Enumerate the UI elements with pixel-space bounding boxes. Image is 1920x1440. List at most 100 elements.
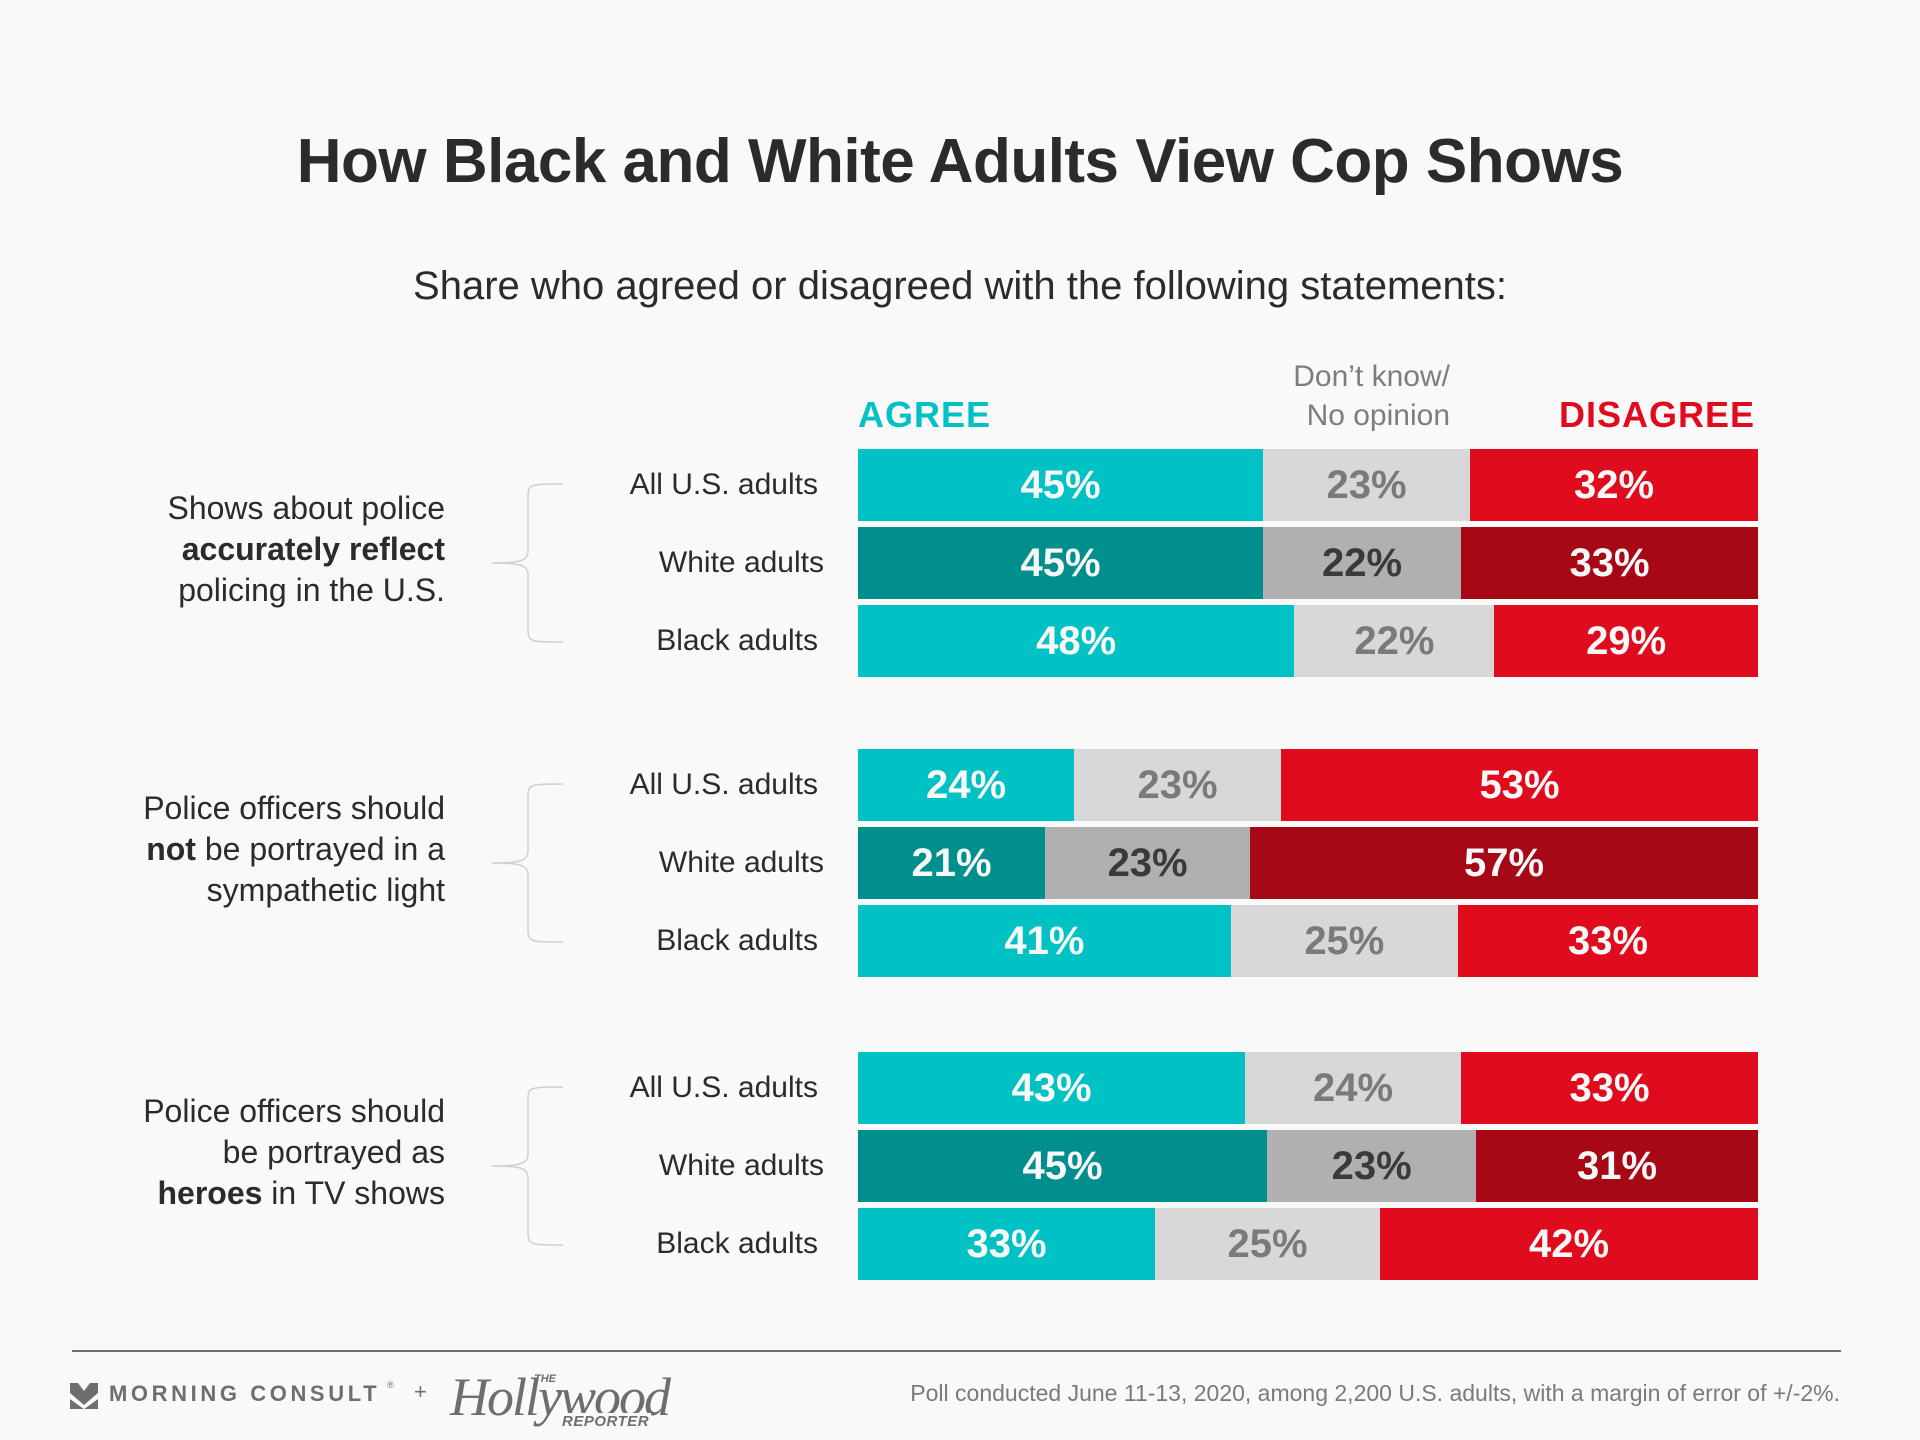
poll-methodology-note: Poll conducted June 11-13, 2020, among 2…: [910, 1380, 1840, 1406]
bar-segment-agree: 45%: [858, 449, 1263, 521]
brace-path: [491, 783, 564, 943]
bar-segment-agree: 24%: [858, 749, 1074, 821]
bar-segment-dont-know: 24%: [1245, 1052, 1461, 1124]
statement-text: Police officers should: [143, 1093, 445, 1129]
bar-row: 45% 23% 31%: [858, 1130, 1758, 1202]
morning-consult-chevron-icon: [70, 1383, 98, 1409]
bar-value-label: 33%: [966, 1221, 1047, 1266]
bar-segment-agree: 45%: [858, 1130, 1268, 1202]
statement-emphasis: heroes: [157, 1175, 263, 1211]
bar-value-label: 25%: [1227, 1221, 1308, 1266]
bar-row: 41% 25% 33%: [858, 905, 1758, 977]
bar-value-label: 45%: [1020, 462, 1101, 507]
bar-value-label: 48%: [1036, 618, 1117, 663]
bar-value-label: 45%: [1022, 1143, 1103, 1188]
bar-row: 24% 23% 53%: [858, 749, 1758, 821]
bar-segment-dont-know: 23%: [1267, 1130, 1477, 1202]
bar-value-label: 25%: [1304, 918, 1385, 963]
bar-row: 33% 25% 42%: [858, 1208, 1758, 1280]
bar-row: 43% 24% 33%: [858, 1052, 1758, 1124]
row-label: All U.S. adults: [629, 1071, 818, 1104]
bar-value-label: 32%: [1573, 462, 1655, 507]
bar-segment-agree: 21%: [858, 827, 1046, 899]
bar-value-label: 42%: [1528, 1221, 1610, 1266]
statement-text: be portrayed in a: [195, 831, 445, 867]
legend-dont-know-line-1: Don’t know/: [1293, 360, 1450, 393]
hollywood-reporter-the: THE: [534, 1373, 556, 1385]
legend-disagree: DISAGREE: [1558, 394, 1755, 435]
statement-text: be portrayed as: [222, 1134, 445, 1170]
statement-text: Police officers should: [143, 790, 445, 826]
row-label: All U.S. adults: [629, 468, 818, 501]
bar-segment-dont-know: 22%: [1263, 527, 1461, 599]
row-label: Black adults: [656, 924, 818, 957]
bar-value-label: 21%: [911, 840, 992, 885]
hollywood-reporter-reporter: REPORTER: [560, 1413, 652, 1430]
bar-segment-dont-know: 22%: [1294, 605, 1495, 677]
bar-segment-dont-know: 25%: [1230, 905, 1458, 977]
bar-row: 45% 23% 32%: [858, 449, 1758, 521]
bar-value-label: 33%: [1569, 1065, 1650, 1110]
group-brace: [491, 483, 564, 643]
morning-consult-logo-text: MORNING CONSULT: [109, 1381, 381, 1406]
chart-title: How Black and White Adults View Cop Show…: [296, 127, 1624, 196]
legend-agree: AGREE: [858, 394, 992, 435]
brand-plus: +: [414, 1379, 427, 1404]
row-label: White adults: [658, 546, 824, 579]
bar-segment-agree: 45%: [858, 527, 1263, 599]
bar-row: 45% 22% 33%: [858, 527, 1758, 599]
bar-value-label: 23%: [1107, 840, 1188, 885]
legend-dont-know: Don’t know/ No opinion: [1230, 357, 1450, 435]
bar-segment-disagree: 32%: [1470, 449, 1758, 521]
bar-value-label: 45%: [1020, 540, 1101, 585]
bar-row: 48% 22% 29%: [858, 605, 1758, 677]
bar-value-label: 22%: [1321, 540, 1403, 585]
bar-value-label: 23%: [1326, 462, 1407, 507]
row-label: Black adults: [656, 1227, 818, 1260]
bar-segment-disagree: 33%: [1461, 527, 1758, 599]
bar-segment-agree: 41%: [858, 905, 1231, 977]
bar-value-label: 33%: [1567, 918, 1649, 963]
bar-value-label: 31%: [1577, 1143, 1658, 1188]
row-label: Black adults: [656, 624, 818, 657]
bar-segment-disagree: 33%: [1461, 1052, 1758, 1124]
brace-path: [491, 483, 564, 643]
bar-value-label: 24%: [925, 762, 1007, 807]
statement-text: Shows about police: [167, 490, 445, 526]
bar-value-label: 29%: [1586, 618, 1667, 663]
bar-segment-disagree: 29%: [1494, 605, 1758, 677]
statement-label: Police officers should not be portrayed i…: [25, 788, 445, 911]
group-brace: [491, 783, 564, 943]
bar-value-label: 43%: [1011, 1065, 1092, 1110]
legend-dont-know-line-2: No opinion: [1306, 399, 1450, 432]
row-label: White adults: [658, 846, 824, 879]
row-label: White adults: [658, 1149, 824, 1182]
bar-row: 21% 23% 57%: [858, 827, 1758, 899]
brace-path: [491, 1086, 564, 1246]
bar-value-label: 24%: [1312, 1065, 1394, 1110]
bar-segment-agree: 33%: [858, 1208, 1155, 1280]
bar-value-label: 22%: [1354, 618, 1435, 663]
bar-segment-agree: 48%: [858, 605, 1295, 677]
statement-text: policing in the U.S.: [178, 572, 445, 608]
bar-segment-disagree: 33%: [1457, 905, 1758, 977]
registered-mark: ®: [387, 1380, 394, 1390]
bar-segment-agree: 43%: [858, 1052, 1245, 1124]
bar-segment-dont-know: 23%: [1074, 749, 1281, 821]
bar-segment-dont-know: 25%: [1155, 1208, 1380, 1280]
bar-segment-disagree: 57%: [1250, 827, 1758, 899]
statement-label: Shows about police accurately reflect poli…: [25, 488, 445, 611]
statement-label: Police officers should be portrayed as her…: [25, 1091, 445, 1214]
bar-value-label: 23%: [1331, 1143, 1412, 1188]
statement-emphasis: not: [146, 831, 196, 867]
bar-value-label: 53%: [1479, 762, 1560, 807]
row-label: All U.S. adults: [629, 768, 818, 801]
chart-subtitle: Share who agreed or disagreed with the f…: [413, 264, 1507, 308]
footer-divider: [72, 1350, 1841, 1352]
statement-text: in TV shows: [262, 1175, 445, 1211]
group-brace: [491, 1086, 564, 1246]
bar-segment-dont-know: 23%: [1263, 449, 1470, 521]
bar-value-label: 57%: [1463, 840, 1545, 885]
bar-segment-disagree: 42%: [1380, 1208, 1758, 1280]
statement-emphasis: accurately reflect: [181, 531, 445, 567]
